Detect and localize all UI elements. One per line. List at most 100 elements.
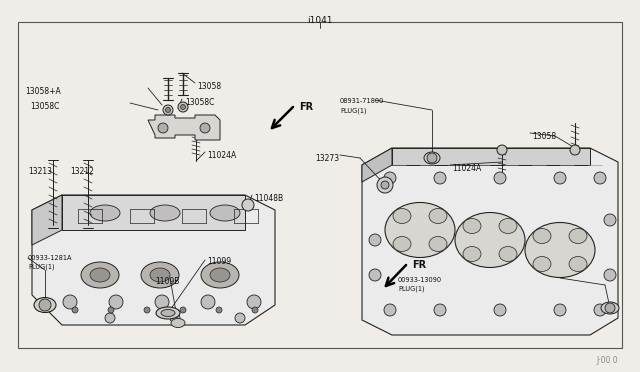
Text: PLUG(1): PLUG(1)	[28, 264, 54, 270]
Text: 13058C: 13058C	[30, 102, 60, 111]
Text: 13273: 13273	[315, 154, 339, 163]
Ellipse shape	[463, 247, 481, 262]
Ellipse shape	[90, 268, 110, 282]
Polygon shape	[62, 195, 245, 230]
Text: FR: FR	[299, 102, 313, 112]
Text: 11024A: 11024A	[452, 164, 481, 173]
Ellipse shape	[34, 298, 56, 312]
Circle shape	[369, 269, 381, 281]
Text: 1109B: 1109B	[155, 277, 179, 286]
Ellipse shape	[81, 262, 119, 288]
Polygon shape	[148, 115, 220, 140]
Circle shape	[381, 181, 389, 189]
Text: PLUG(1): PLUG(1)	[340, 107, 367, 113]
Circle shape	[180, 105, 186, 109]
Ellipse shape	[210, 205, 240, 221]
Circle shape	[247, 295, 261, 309]
Ellipse shape	[393, 208, 411, 224]
Ellipse shape	[150, 268, 170, 282]
Text: i1041: i1041	[307, 16, 333, 25]
Circle shape	[494, 172, 506, 184]
Circle shape	[180, 307, 186, 313]
Polygon shape	[362, 148, 618, 335]
Ellipse shape	[141, 262, 179, 288]
Text: 13058C: 13058C	[185, 98, 214, 107]
Ellipse shape	[429, 208, 447, 224]
Circle shape	[434, 172, 446, 184]
Ellipse shape	[90, 205, 120, 221]
Circle shape	[377, 177, 393, 193]
Ellipse shape	[385, 202, 455, 257]
Circle shape	[178, 102, 188, 112]
Ellipse shape	[424, 152, 440, 164]
Circle shape	[155, 295, 169, 309]
Circle shape	[163, 105, 173, 115]
Text: 11048B: 11048B	[254, 194, 283, 203]
Circle shape	[158, 123, 168, 133]
Ellipse shape	[569, 228, 587, 244]
Text: FR: FR	[412, 260, 426, 270]
Circle shape	[594, 304, 606, 316]
Ellipse shape	[201, 262, 239, 288]
Text: 00933-1281A: 00933-1281A	[28, 255, 72, 261]
Ellipse shape	[499, 218, 517, 234]
Circle shape	[384, 304, 396, 316]
Polygon shape	[392, 148, 590, 165]
Circle shape	[63, 295, 77, 309]
Circle shape	[242, 199, 254, 211]
Ellipse shape	[463, 218, 481, 234]
Circle shape	[369, 234, 381, 246]
Text: 13213: 13213	[28, 167, 52, 176]
Ellipse shape	[156, 307, 180, 319]
Ellipse shape	[429, 237, 447, 251]
Circle shape	[605, 303, 615, 313]
Ellipse shape	[569, 257, 587, 272]
Circle shape	[170, 313, 180, 323]
Circle shape	[252, 307, 258, 313]
Polygon shape	[362, 148, 392, 182]
Circle shape	[427, 153, 437, 163]
Text: 13058+A: 13058+A	[25, 87, 61, 96]
Ellipse shape	[525, 222, 595, 278]
Ellipse shape	[455, 212, 525, 267]
Circle shape	[216, 307, 222, 313]
Ellipse shape	[171, 318, 185, 327]
Polygon shape	[32, 195, 62, 245]
Circle shape	[166, 108, 170, 112]
Ellipse shape	[210, 268, 230, 282]
Circle shape	[554, 172, 566, 184]
Circle shape	[384, 172, 396, 184]
Text: 08931-71800: 08931-71800	[340, 98, 385, 104]
Circle shape	[554, 304, 566, 316]
Text: 13058: 13058	[197, 82, 221, 91]
Text: 13212: 13212	[70, 167, 94, 176]
Ellipse shape	[601, 302, 619, 314]
Circle shape	[604, 269, 616, 281]
Circle shape	[235, 313, 245, 323]
Text: PLUG(1): PLUG(1)	[398, 286, 424, 292]
Circle shape	[434, 304, 446, 316]
Circle shape	[604, 214, 616, 226]
Circle shape	[39, 299, 51, 311]
Text: 13058: 13058	[532, 132, 556, 141]
Text: J·00 0: J·00 0	[596, 356, 618, 365]
Ellipse shape	[533, 257, 551, 272]
Circle shape	[594, 172, 606, 184]
Ellipse shape	[393, 237, 411, 251]
Text: 00933-13090: 00933-13090	[398, 277, 442, 283]
Text: 11099: 11099	[207, 257, 231, 266]
Circle shape	[201, 295, 215, 309]
Ellipse shape	[533, 228, 551, 244]
Circle shape	[105, 313, 115, 323]
Circle shape	[570, 145, 580, 155]
Circle shape	[494, 304, 506, 316]
Circle shape	[200, 123, 210, 133]
Circle shape	[109, 295, 123, 309]
Text: 11024A: 11024A	[207, 151, 236, 160]
Ellipse shape	[499, 247, 517, 262]
Circle shape	[108, 307, 114, 313]
Ellipse shape	[161, 310, 175, 317]
Circle shape	[497, 145, 507, 155]
Circle shape	[144, 307, 150, 313]
Circle shape	[72, 307, 78, 313]
